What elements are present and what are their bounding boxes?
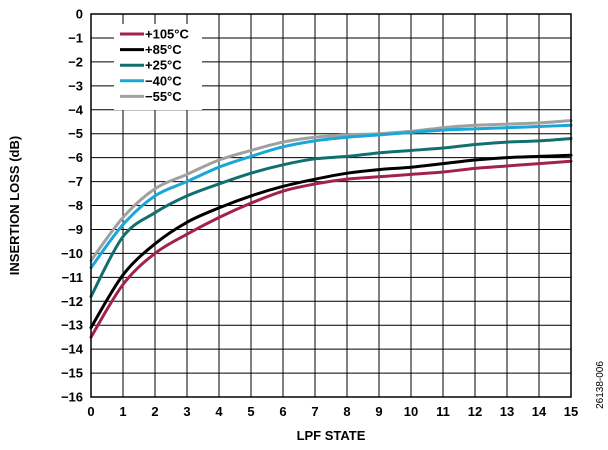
x-tick-label: 12	[468, 404, 482, 419]
x-tick-label: 0	[87, 404, 94, 419]
legend-label: −40°C	[145, 73, 182, 88]
legend: +105°C+85°C+25°C−40°C−55°C	[114, 24, 202, 110]
y-tick-label: −10	[61, 246, 83, 261]
y-tick-label: −16	[61, 390, 83, 405]
y-tick-label: −11	[62, 270, 83, 285]
y-tick-label: −8	[68, 198, 83, 213]
y-tick-label: −13	[61, 318, 83, 333]
x-tick-label: 10	[404, 404, 418, 419]
x-tick-labels: 0 1 2 3 4 5 6 7 8 9 10 11 12 13 14 15	[87, 404, 578, 419]
x-tick-label: 15	[564, 404, 578, 419]
y-axis-title: INSERTION LOSS (dB)	[7, 136, 22, 275]
y-tick-label: −12	[61, 294, 83, 309]
series-lines	[91, 121, 571, 338]
legend-label: −55°C	[145, 89, 182, 104]
y-tick-label: −4	[68, 102, 84, 117]
x-tick-label: 11	[436, 404, 450, 419]
legend-label: +25°C	[145, 58, 182, 73]
x-tick-label: 1	[119, 404, 126, 419]
x-axis-title: LPF STATE	[297, 428, 366, 443]
y-tick-label: −6	[68, 150, 83, 165]
x-tick-label: 6	[279, 404, 286, 419]
figure-id: 26138-006	[595, 361, 606, 409]
y-tick-label: −15	[61, 366, 83, 381]
y-tick-labels: 0 −1 −2 −3 −4 −5 −6 −7 −8 −9 −10 −11 −12 −13 −14 −15 −16	[61, 7, 84, 405]
x-tick-label: 3	[183, 404, 190, 419]
series-line-25c	[91, 138, 571, 296]
x-tick-label: 4	[215, 404, 223, 419]
y-tick-label: −2	[68, 54, 83, 69]
y-tick-label: −14	[61, 342, 84, 357]
y-tick-label: 0	[76, 7, 83, 22]
x-tick-label: 2	[151, 404, 158, 419]
y-tick-label: −9	[68, 222, 83, 237]
x-tick-label: 7	[311, 404, 318, 419]
x-tick-label: 14	[532, 404, 547, 419]
x-tick-label: 9	[375, 404, 382, 419]
legend-label: +85°C	[145, 42, 182, 57]
y-tick-label: −1	[68, 30, 83, 45]
x-tick-label: 13	[500, 404, 514, 419]
legend-label: +105°C	[145, 27, 189, 42]
y-tick-label: −3	[68, 78, 83, 93]
series-line-105c	[91, 161, 571, 337]
x-tick-label: 8	[343, 404, 350, 419]
y-tick-label: −7	[68, 174, 83, 189]
x-tick-label: 5	[247, 404, 254, 419]
y-tick-label: −5	[68, 126, 83, 141]
